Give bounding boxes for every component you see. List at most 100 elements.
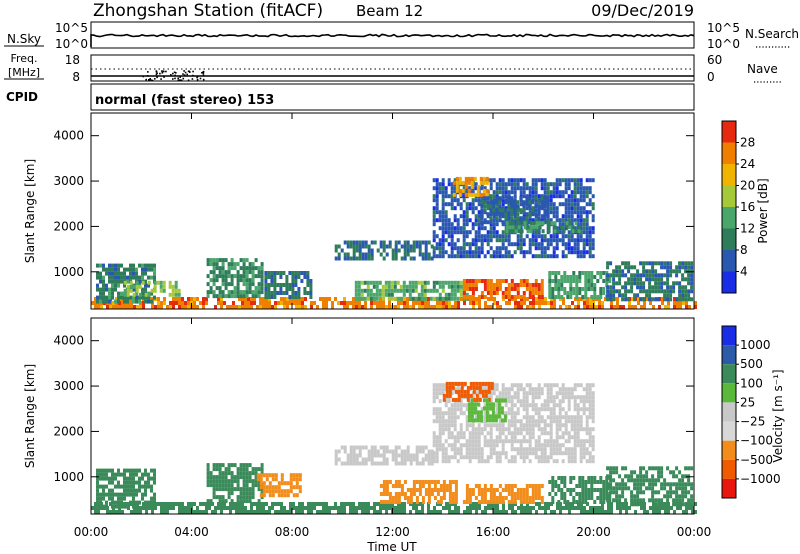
power-cell xyxy=(159,280,163,285)
velocity-cell xyxy=(525,447,529,452)
power-cell xyxy=(507,238,511,243)
velocity-cell xyxy=(403,461,407,466)
power-cell xyxy=(441,178,445,183)
power-cell xyxy=(573,250,577,255)
power-cell xyxy=(132,292,136,297)
velocity-cell xyxy=(555,459,559,464)
velocity-cell xyxy=(645,474,649,479)
power-cell xyxy=(396,280,400,285)
power-cell xyxy=(498,182,502,187)
power-cell xyxy=(669,261,673,266)
power-cell xyxy=(543,200,547,205)
power-cell xyxy=(435,190,439,195)
power-cell xyxy=(260,266,264,271)
velocity-cell xyxy=(516,387,520,392)
power-cell xyxy=(584,271,588,275)
velocity-cell xyxy=(492,439,496,444)
power-cell xyxy=(355,256,359,261)
velocity-cell xyxy=(199,510,202,514)
velocity-cell xyxy=(525,391,529,396)
power-cell xyxy=(480,279,484,283)
power-cell xyxy=(390,284,394,289)
velocity-cell xyxy=(570,419,574,424)
power-cell xyxy=(516,291,520,295)
power-cell xyxy=(507,182,511,187)
power-cell xyxy=(358,248,362,253)
velocity-cell xyxy=(364,502,367,506)
power-cell xyxy=(543,178,547,183)
power-cell xyxy=(585,210,589,215)
power-cell xyxy=(688,305,691,309)
power-cell xyxy=(126,295,129,300)
power-cell xyxy=(534,283,538,287)
power-cell xyxy=(507,216,511,221)
power-cell xyxy=(534,212,538,217)
velocity-cell xyxy=(488,406,492,411)
velocity-cell xyxy=(418,492,422,496)
velocity-cell xyxy=(616,506,619,510)
power-cell xyxy=(171,288,175,293)
velocity-cell xyxy=(590,492,594,496)
power-cell xyxy=(574,229,578,234)
power-cell xyxy=(557,283,561,287)
power-cell xyxy=(587,275,591,279)
power-cell xyxy=(498,246,502,251)
velocity-cell xyxy=(679,506,682,510)
velocity-cell xyxy=(639,498,643,503)
velocity-cell xyxy=(358,445,362,450)
power-cell xyxy=(456,222,460,227)
velocity-cell xyxy=(588,451,592,456)
velocity-cell xyxy=(687,502,691,507)
velocity-cell xyxy=(465,427,469,432)
velocity-cell xyxy=(513,427,517,432)
velocity-cell xyxy=(430,492,434,496)
power-cell xyxy=(292,301,295,305)
velocity-cell xyxy=(531,395,535,400)
velocity-cell xyxy=(248,463,252,468)
velocity-cell xyxy=(551,488,555,492)
velocity-cell xyxy=(573,447,577,452)
velocity-cell xyxy=(230,499,234,504)
velocity-cell xyxy=(238,510,241,514)
velocity-cell xyxy=(564,431,568,436)
velocity-cell xyxy=(507,407,511,412)
power-cell xyxy=(123,288,127,293)
power-cell xyxy=(564,246,568,251)
velocity-cell xyxy=(575,484,579,488)
velocity-cell xyxy=(400,502,403,506)
power-cell xyxy=(432,254,436,259)
power-cell xyxy=(534,279,538,283)
velocity-cell xyxy=(218,471,222,476)
power-cell xyxy=(558,182,562,187)
velocity-cell xyxy=(575,500,579,504)
velocity-cell xyxy=(465,447,469,452)
power-cell xyxy=(224,270,228,275)
velocity-cell xyxy=(528,427,532,432)
power-cell xyxy=(212,274,216,279)
power-cell xyxy=(387,288,391,293)
power-cell xyxy=(525,287,529,291)
power-cell xyxy=(462,230,466,235)
velocity-cell xyxy=(540,391,544,396)
velocity-cell xyxy=(484,393,488,398)
power-cell xyxy=(564,234,568,239)
power-cell xyxy=(447,254,451,259)
power-cell xyxy=(267,271,271,275)
power-cell xyxy=(578,271,582,275)
velocity-cell xyxy=(406,496,410,500)
velocity-cell xyxy=(477,488,481,492)
power-cell xyxy=(111,271,114,276)
power-cell xyxy=(474,279,478,283)
power-cell xyxy=(453,288,457,293)
velocity-cell xyxy=(578,496,582,500)
power-cell xyxy=(543,208,547,213)
power-cell xyxy=(504,234,508,239)
power-cell xyxy=(537,295,541,299)
velocity-cell xyxy=(132,484,135,489)
power-cell xyxy=(310,301,313,305)
velocity-cell xyxy=(349,506,352,510)
velocity-cell xyxy=(256,510,259,514)
power-cell xyxy=(168,284,172,289)
power-cell xyxy=(529,229,533,234)
power-cell xyxy=(187,305,190,309)
